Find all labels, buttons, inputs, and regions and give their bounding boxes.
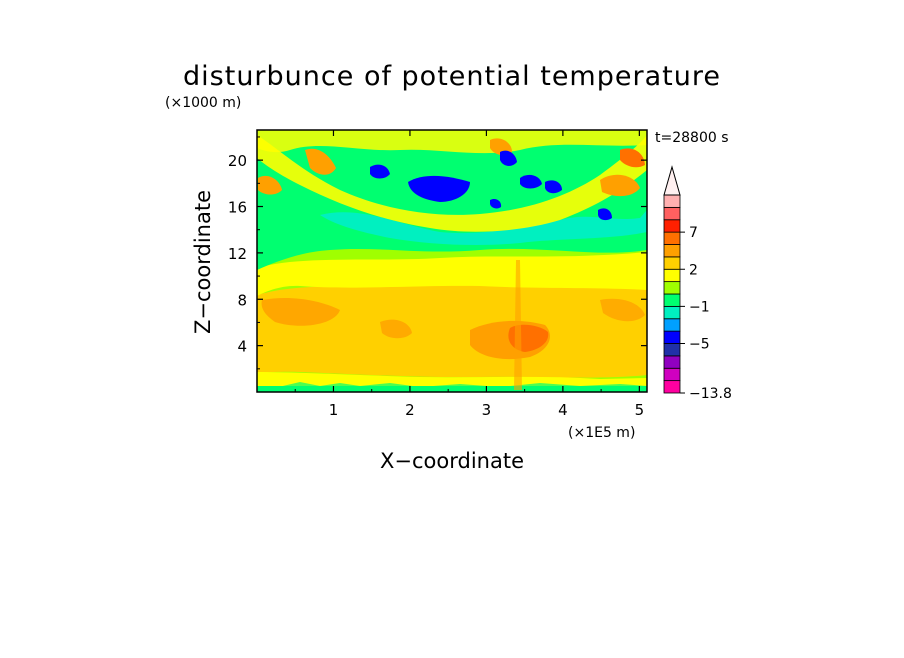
field-bottom-speckles xyxy=(257,382,647,392)
colorbar-level xyxy=(663,318,681,332)
colorbar-level xyxy=(663,281,681,295)
colorbar-level xyxy=(663,256,681,270)
field-patch-orange-mid xyxy=(380,319,412,339)
field-upper-cyan xyxy=(320,210,647,246)
colorbar-label: 7 xyxy=(689,225,698,241)
field-upper-orange-left xyxy=(305,148,336,175)
colorbar-level xyxy=(663,343,681,357)
field-blue-core-6 xyxy=(598,208,612,221)
field-upper-orange-left2 xyxy=(258,175,282,195)
chart-title: disturbunce of potential temperature xyxy=(183,61,721,92)
y-tick-label: 8 xyxy=(237,291,247,309)
colorbar-level xyxy=(663,293,681,307)
plot-frame xyxy=(256,129,648,393)
field-patch-orange-right xyxy=(600,298,645,322)
field-blue-core-7 xyxy=(490,198,502,209)
field-blue-core-4 xyxy=(520,174,542,189)
colorbar-level xyxy=(663,355,681,369)
colorbar-level xyxy=(663,380,681,394)
colorbar-level xyxy=(663,367,681,382)
colorbar-level xyxy=(663,305,681,320)
colorbar-level xyxy=(663,244,681,258)
field-upper-orange-right2 xyxy=(620,148,645,168)
colorbar-label: −1 xyxy=(689,299,710,315)
colorbar-label: −5 xyxy=(689,337,710,353)
x-tick-label: 3 xyxy=(482,401,492,419)
colorbar-level xyxy=(663,268,681,283)
x-ticks: 1 2 3 4 5 xyxy=(294,130,645,419)
field-patch-orange-left xyxy=(261,298,340,326)
x-tick-label: 2 xyxy=(405,401,415,419)
time-label: t=28800 s xyxy=(655,130,729,146)
y-ticks: 4 8 12 16 20 xyxy=(228,136,647,370)
field-blue-core-5 xyxy=(545,180,562,194)
x-tick-label: 5 xyxy=(635,401,645,419)
x-axis-label: X−coordinate xyxy=(380,449,524,473)
y-unit-label: (×1000 m) xyxy=(165,95,241,111)
colorbar-level xyxy=(663,231,681,245)
colorbar-level xyxy=(663,194,681,208)
y-tick-label: 16 xyxy=(228,199,247,217)
field-blue-core-1 xyxy=(370,164,390,179)
field-upper-orange-right xyxy=(600,174,640,197)
field-band-orange xyxy=(257,283,647,378)
colorbar-arrow xyxy=(663,165,681,196)
field-band-yellow-upper xyxy=(257,252,647,296)
y-tick-label: 12 xyxy=(228,245,247,263)
y-tick-label: 4 xyxy=(237,338,247,356)
colorbar-label: 2 xyxy=(689,262,698,278)
colorbar: 7 2 −1 −5 −13.8 xyxy=(663,165,732,402)
x-tick-label: 1 xyxy=(329,401,339,419)
colorbar-level xyxy=(663,330,681,344)
x-tick-label: 4 xyxy=(558,401,568,419)
y-axis-label: Z−coordinate xyxy=(191,190,215,334)
field-blue-core-2 xyxy=(408,175,470,202)
field-upper-yellow-arc xyxy=(257,135,647,232)
field-upper-yellow-top xyxy=(257,130,647,154)
colorbar-level xyxy=(663,206,681,221)
field-blue-core-3 xyxy=(500,150,517,166)
colorbar-label: −13.8 xyxy=(689,386,732,402)
field-vertical-streak xyxy=(514,260,522,390)
y-tick-label: 20 xyxy=(228,152,247,170)
x-unit-label: (×1E5 m) xyxy=(568,425,635,441)
colorbar-level xyxy=(663,219,681,233)
